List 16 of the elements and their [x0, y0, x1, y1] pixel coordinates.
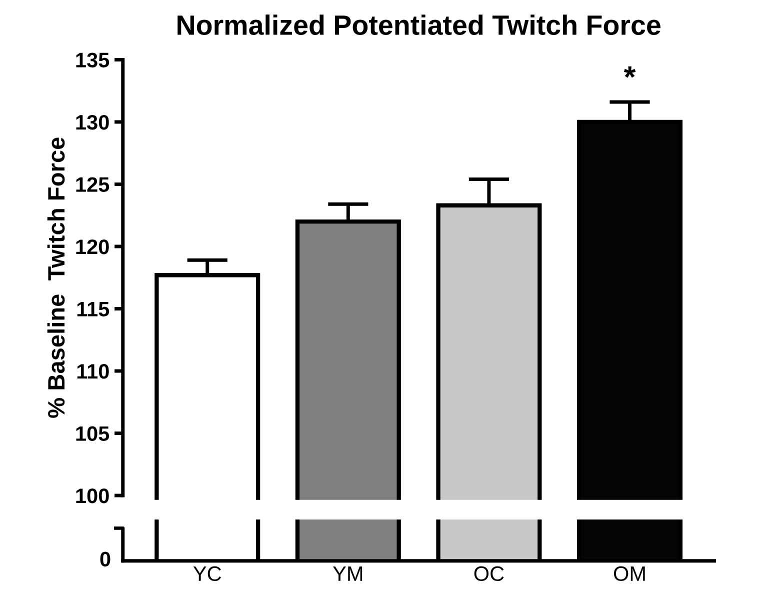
x-tick-label: OM — [614, 566, 645, 582]
x-tick-label: YM — [332, 566, 362, 581]
y-tick-label: 135 — [76, 52, 110, 68]
y-tick-label: 105 — [76, 426, 110, 442]
y-tick-label: 115 — [77, 302, 110, 316]
x-tick-label: OC — [474, 566, 504, 582]
annotation: * — [624, 66, 636, 78]
y-axis-title: % Baseline Twitch Force — [47, 138, 65, 418]
chart-title: Normalized Potentiated Twitch Force — [178, 14, 660, 35]
text: 0 — [100, 552, 110, 566]
y-tick-label: 130 — [76, 114, 109, 130]
x-tick-label: YC — [193, 566, 222, 582]
y-tick-label: 100 — [76, 488, 109, 504]
y-tick-label: 110 — [77, 364, 109, 379]
y-tick-label: 120 — [76, 239, 109, 254]
y-tick-label: 125 — [76, 177, 110, 192]
